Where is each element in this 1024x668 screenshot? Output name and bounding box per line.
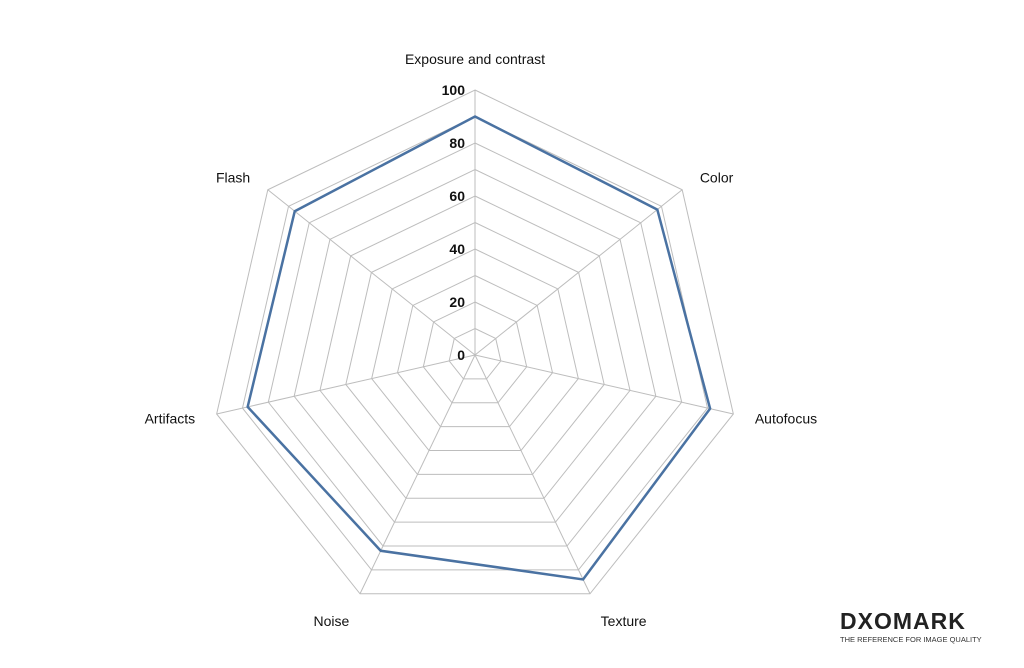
axis-label: Noise xyxy=(314,613,350,629)
axis-label: Artifacts xyxy=(145,410,196,426)
axis-label: Color xyxy=(700,169,734,185)
radial-ticks: 0 20 40 60 80 100 xyxy=(442,82,466,363)
axis-spoke xyxy=(359,354,476,594)
logo-tagline: THE REFERENCE FOR IMAGE QUALITY xyxy=(840,635,982,644)
grid-ring xyxy=(319,195,631,499)
axis-spokes xyxy=(216,90,734,594)
grid-ring xyxy=(448,327,502,380)
axis-spoke xyxy=(216,354,476,415)
grid-ring xyxy=(396,274,554,428)
grid-ring xyxy=(267,142,683,547)
grid-ring xyxy=(422,301,528,404)
grid-ring xyxy=(241,115,709,571)
logo-wordmark: DXOMARK xyxy=(840,608,966,634)
axis-spoke xyxy=(474,354,734,415)
grid-ring xyxy=(293,168,657,523)
axis-spoke xyxy=(474,354,591,594)
tick-label: 80 xyxy=(449,135,465,151)
tick-label: 20 xyxy=(449,294,465,310)
axis-label: Flash xyxy=(216,169,250,185)
tick-label: 60 xyxy=(449,188,465,204)
axis-spoke xyxy=(267,189,476,356)
grid xyxy=(216,89,734,595)
series xyxy=(246,115,712,581)
axis-label: Autofocus xyxy=(755,410,817,426)
grid-ring xyxy=(216,89,734,595)
axis-labels: Exposure and contrast Color Autofocus Textu… xyxy=(145,51,818,629)
tick-label: 0 xyxy=(457,347,465,363)
grid-ring xyxy=(371,248,579,452)
grid-ring xyxy=(345,221,605,475)
series-line xyxy=(246,115,712,581)
tick-label: 40 xyxy=(449,241,465,257)
dxomark-logo: DXOMARK THE REFERENCE FOR IMAGE QUALITY xyxy=(840,608,982,644)
axis-label: Exposure and contrast xyxy=(405,51,545,67)
axis-label: Texture xyxy=(601,613,647,629)
axis-spoke xyxy=(474,189,683,356)
tick-label: 100 xyxy=(442,82,466,98)
